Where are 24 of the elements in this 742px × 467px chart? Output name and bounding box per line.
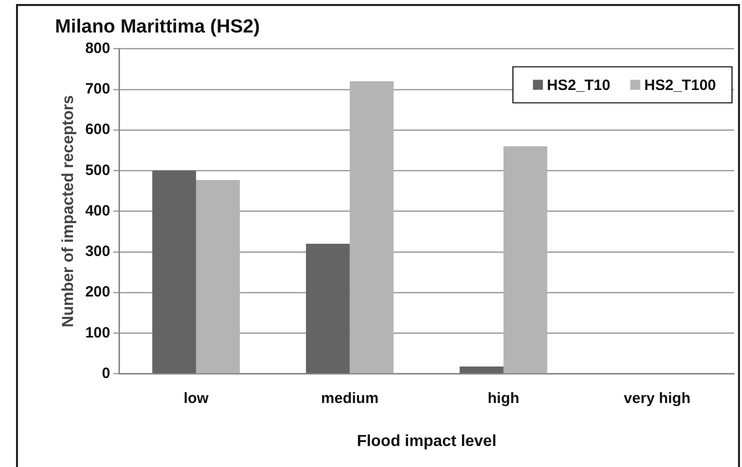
x-tick-label: medium	[321, 390, 379, 407]
y-tick-label: 700	[85, 80, 110, 98]
bar	[503, 146, 548, 374]
x-tick-label: very high	[624, 390, 690, 407]
y-tick-label: 0	[102, 364, 110, 382]
y-tick-label: 600	[85, 121, 110, 138]
y-tick-label: 300	[85, 243, 110, 260]
y-tick-label: 400	[85, 202, 110, 220]
legend-label: HS2_T100	[644, 76, 716, 94]
bar	[306, 244, 350, 374]
y-tick-label: 500	[85, 162, 110, 179]
bar	[152, 170, 196, 374]
bar	[350, 81, 394, 374]
y-axis-title: Number of impacted receptors	[60, 95, 78, 328]
y-tick-label: 800	[85, 40, 110, 57]
y-tick-label: 200	[85, 284, 110, 301]
bar	[460, 366, 504, 374]
chart-title: Milano Marittima (HS2)	[55, 16, 260, 38]
x-axis-title: Flood impact level	[356, 432, 496, 450]
x-tick-label: high	[488, 390, 520, 407]
y-tick-label: 100	[85, 324, 110, 342]
legend-label: HS2_T10	[546, 76, 610, 94]
x-tick-label: low	[184, 390, 209, 407]
bar	[196, 180, 240, 374]
